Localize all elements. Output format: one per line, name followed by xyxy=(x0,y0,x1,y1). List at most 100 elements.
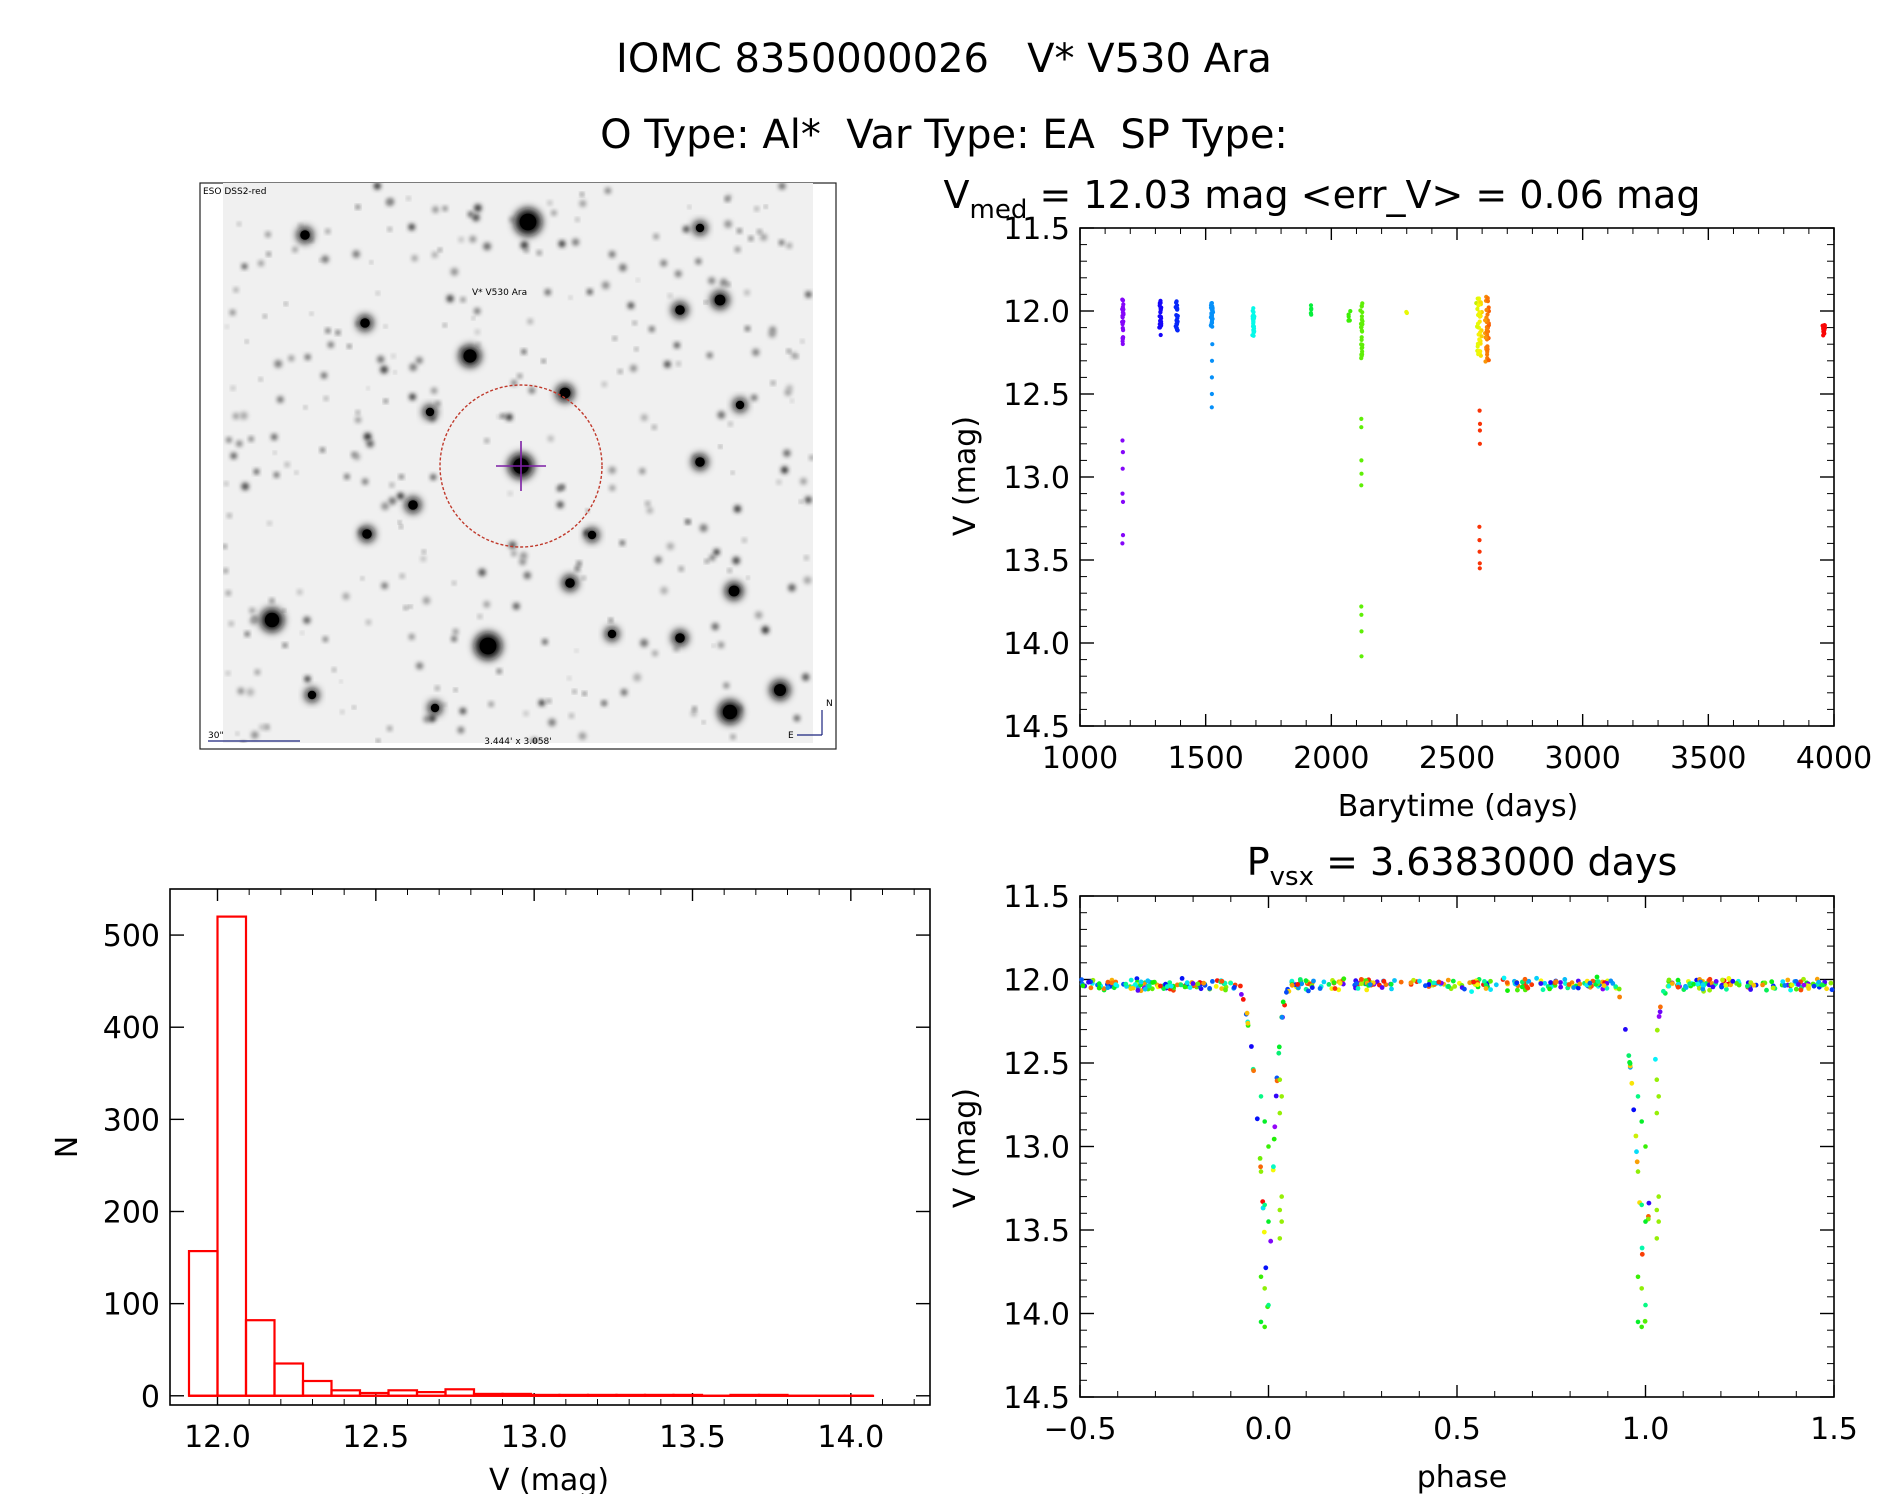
phased-point xyxy=(1643,1303,1648,1308)
lightcurve-ytick-label: 11.5 xyxy=(1003,212,1070,247)
sky-star xyxy=(497,669,502,674)
sky-star xyxy=(783,450,790,457)
phased-point xyxy=(1661,989,1666,994)
phased-point xyxy=(1655,1028,1660,1033)
sky-star xyxy=(381,583,387,589)
sky-star xyxy=(609,251,616,258)
phased-point xyxy=(1338,981,1343,986)
phased-point xyxy=(1730,979,1735,984)
sky-star xyxy=(409,634,415,640)
phased-point xyxy=(1139,980,1144,985)
sky-star xyxy=(508,492,512,496)
phased-ytick-label: 11.5 xyxy=(1003,880,1070,915)
sky-star xyxy=(542,359,545,362)
sky-star xyxy=(779,183,786,190)
sky-star xyxy=(506,414,513,421)
sky-star xyxy=(468,212,473,217)
sky-star xyxy=(443,324,446,327)
phased-point xyxy=(1079,977,1084,982)
sky-star xyxy=(399,475,403,479)
lightcurve-point xyxy=(1175,326,1179,330)
sky-star xyxy=(602,702,605,705)
sky-star xyxy=(731,471,734,474)
sky-star-core xyxy=(723,705,737,719)
sky-star xyxy=(343,593,350,600)
phased-point xyxy=(1150,980,1155,985)
sky-star xyxy=(605,188,611,194)
sky-star xyxy=(231,386,235,390)
phased-point xyxy=(1279,1194,1284,1199)
sky-star-core xyxy=(265,613,279,627)
sky-star xyxy=(709,555,715,561)
sky-star xyxy=(267,252,271,256)
sky-star xyxy=(268,522,272,526)
sky-star xyxy=(341,710,344,713)
phased-point xyxy=(1711,985,1716,990)
sky-star xyxy=(718,642,724,648)
phased-point xyxy=(1708,977,1713,982)
sky-star xyxy=(640,639,648,647)
phased-point xyxy=(1608,979,1613,984)
lightcurve-point xyxy=(1359,654,1363,658)
sky-star xyxy=(231,453,237,459)
phased-point xyxy=(1656,1094,1661,1099)
phased-point xyxy=(1695,982,1700,987)
phased-title-main: P xyxy=(1247,840,1270,884)
sky-star xyxy=(225,482,228,485)
sky-star xyxy=(804,577,811,584)
phased-point xyxy=(1210,979,1215,984)
sky-star xyxy=(573,690,576,693)
phased-point xyxy=(1392,978,1397,983)
sky-star xyxy=(303,617,310,624)
sky-star xyxy=(668,294,672,298)
sky-star xyxy=(511,551,516,556)
sky-star xyxy=(769,326,776,333)
phased-point xyxy=(1636,1094,1641,1099)
sky-star xyxy=(453,629,459,635)
phased-point xyxy=(1086,980,1091,985)
sky-star xyxy=(250,617,258,625)
sky-star xyxy=(747,577,749,579)
sky-star xyxy=(719,445,722,448)
sky-star-core xyxy=(560,388,571,399)
sky-star xyxy=(459,237,464,242)
sky-star xyxy=(270,598,275,603)
sky-star xyxy=(326,229,330,233)
phased-point xyxy=(1748,987,1753,992)
sky-star xyxy=(367,387,369,389)
lightcurve-point xyxy=(1477,310,1481,314)
phased-point xyxy=(1655,1236,1660,1241)
sky-star xyxy=(226,437,231,442)
phased-point xyxy=(1431,981,1436,986)
lightcurve-xlabel: Barytime (days) xyxy=(1338,789,1579,824)
sky-star xyxy=(674,647,679,652)
phased-point xyxy=(1105,985,1110,990)
lightcurve-xtick-label: 2000 xyxy=(1293,741,1369,776)
sky-star xyxy=(489,702,494,707)
sky-star xyxy=(376,292,379,295)
phased-point xyxy=(1280,1015,1285,1020)
phased-point xyxy=(1635,1159,1640,1164)
histogram-bars xyxy=(189,917,873,1396)
phased-point xyxy=(1714,979,1719,984)
sky-star xyxy=(392,354,396,358)
phased-point xyxy=(1333,986,1338,991)
phased-point xyxy=(1246,1021,1251,1026)
sky-star xyxy=(714,549,720,555)
phased-point xyxy=(1389,987,1394,992)
sky-star xyxy=(274,360,282,368)
sky-star xyxy=(370,261,373,264)
sky-star xyxy=(384,399,388,403)
sky-star xyxy=(304,406,307,409)
phased-point xyxy=(1488,979,1493,984)
sky-star xyxy=(620,541,625,546)
phased-title-rest: = 3.6383000 days xyxy=(1314,840,1677,884)
lightcurve-point xyxy=(1159,333,1163,337)
lightcurve-point xyxy=(1174,301,1178,305)
sky-star xyxy=(483,243,491,251)
lightcurve-point xyxy=(1159,308,1163,312)
sky-star xyxy=(422,550,425,553)
